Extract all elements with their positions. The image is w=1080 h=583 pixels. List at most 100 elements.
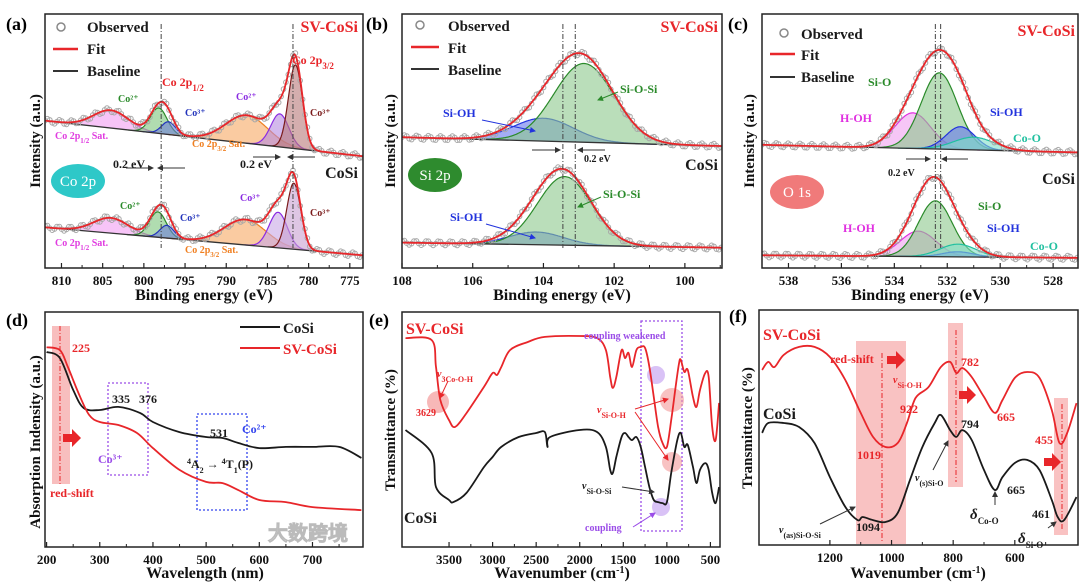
series-cosi: [402, 164, 722, 253]
series-cosi: [45, 167, 363, 260]
observed-point: [166, 107, 172, 113]
x-tick-label: 805: [93, 273, 113, 288]
peak-1094: 1094: [856, 520, 880, 534]
panel-d-plot: 200 300 400 500 600 700: [37, 311, 364, 567]
label-nu-sioh: νSi-O-H: [597, 405, 627, 420]
panel-label: (e): [369, 310, 389, 331]
label-sio-lower: Si-O: [978, 199, 1001, 213]
legend-fit: Fit: [87, 42, 105, 58]
arrow-sioh: [634, 411, 669, 461]
peak-531: 531: [210, 426, 228, 440]
label-sat32-upper: Co 2p3/2 Sat.: [192, 139, 246, 153]
label-sat12-upper: Co 2p1/2 Sat.: [55, 131, 109, 145]
component-fill-co2-: [246, 113, 314, 151]
peak-225: 225: [72, 341, 90, 355]
observed-point: [275, 196, 282, 203]
sample-label-cosi: CoSi: [404, 510, 437, 527]
panel-a-annotations: (a) Observed Fit Baseline SV-CoSi CoSi C…: [6, 14, 359, 304]
panel-b-plot: 108 106 104 102 100: [392, 13, 723, 288]
series-sv-cosi: [402, 48, 722, 151]
plot-area: [45, 24, 363, 260]
observed-point: [974, 242, 981, 249]
fit-line: [402, 167, 722, 249]
label-sioh-upper: Si-OH: [990, 105, 1023, 119]
panel-d-annotations: (d) CoSi SV-CoSi 225 335 376 531 Co²⁺ Co…: [6, 310, 348, 582]
panel-e-annotations: (e) SV-CoSi CoSi ν3Co-O-H 3629 νSi-O-H ν…: [369, 310, 669, 582]
arrow-nu-s: [932, 440, 949, 471]
x-tick-label: 108: [392, 273, 412, 288]
red-shift-arrow-icon: [959, 386, 976, 404]
arrow-delta-sio: [1047, 521, 1057, 529]
series-sv-cosi: [45, 50, 363, 161]
x-tick-label: 3500: [436, 552, 462, 567]
observed-point: [524, 105, 530, 112]
series-line-cosi: [761, 413, 1078, 524]
label-hoh-upper: H-OH: [840, 111, 873, 125]
observed-point: [509, 221, 516, 227]
sample-label-cosi: CoSi: [1042, 171, 1075, 188]
label-sioh-upper: Si-OH: [443, 106, 476, 120]
plot-area: [402, 24, 722, 253]
legend-svcosi: SV-CoSi: [283, 342, 337, 358]
panel-c-plot: 538 536 534 532 530 528: [761, 13, 1079, 288]
label-nu-coh: ν3Co-O-H: [437, 369, 474, 384]
x-tick-label: 106: [463, 273, 483, 288]
x-tick-label: 500: [196, 552, 216, 567]
band-455: [1054, 398, 1068, 535]
observed-point: [605, 224, 612, 230]
arrow-coh: [439, 380, 449, 399]
observed-point: [500, 125, 506, 132]
x-tick-label: 500: [701, 552, 721, 567]
peak-376: 376: [139, 392, 157, 406]
plot-area: [762, 24, 1078, 263]
x-axis-label: Binding energy (eV): [493, 287, 631, 304]
fit-line: [762, 49, 1078, 154]
label-nu-siosi: νSi-O-Si: [582, 481, 612, 496]
series-line-cosi: [46, 351, 362, 459]
arrow-siosi: [577, 196, 602, 208]
sample-label-cosi: CoSi: [763, 406, 796, 423]
label-red-shift: red-shift: [830, 352, 874, 366]
legend-observed: Observed: [87, 20, 149, 36]
observed-point: [993, 139, 1000, 145]
label-sio-upper: Si-O: [868, 75, 891, 89]
label-transition: 4A2 → 4T1(P): [187, 457, 253, 475]
x-tick-label: 795: [175, 273, 195, 288]
sample-label-cosi: CoSi: [685, 157, 718, 174]
sample-label-cosi: CoSi: [325, 165, 358, 182]
peak-455: 455: [1035, 433, 1053, 447]
component-fill-co2-: [126, 211, 189, 240]
label-siosi-upper: Si-O-Si: [620, 82, 658, 96]
badge-si2p: [408, 158, 462, 192]
label-sat12-lower: Co 2p1/2 Sat.: [55, 238, 109, 252]
legend-observed: Observed: [448, 19, 510, 35]
legend-observed-marker: [779, 28, 789, 38]
fit-line: [45, 170, 363, 257]
panel-f-annotations: (f) SV-CoSi CoSi red-shift νSi-O-H 922 7…: [729, 306, 1061, 582]
red-shift-arrow-icon: [887, 351, 905, 369]
coupling-box: [640, 320, 683, 532]
panel-d-highlights: [52, 326, 248, 511]
observed-point: [951, 202, 957, 209]
component-fill-si-o-si: [463, 176, 666, 247]
peak-335: 335: [112, 392, 130, 406]
highlight-sioh-1: [660, 388, 684, 412]
y-axis-label: Absorption Indensity (a.u.): [28, 355, 44, 528]
peak-1019: 1019: [857, 448, 881, 462]
arrow-coupling: [632, 512, 656, 528]
y-axis-label: Intensity (a.u.): [742, 94, 758, 188]
series-line-sv-cosi: [761, 344, 1078, 449]
badge-label: O 1s: [783, 185, 811, 201]
observed-point: [476, 240, 482, 247]
label-red-shift: red-shift: [50, 486, 94, 500]
observed-point: [929, 51, 936, 57]
sample-label-sv: SV-CoSi: [301, 19, 359, 36]
label-siosi-lower: Si-O-Si: [603, 187, 641, 201]
x-tick-label: 775: [340, 273, 360, 288]
chart-marks: 810 805 800 795 790 785 780 775 108 106 104 102 100 5…: [37, 13, 1079, 567]
x-axis-label: Wavenumber (cm-1): [850, 565, 986, 583]
label-co3b-lower: Co³⁺: [240, 193, 261, 204]
observed-point: [939, 180, 945, 186]
x-tick-label: 534: [885, 273, 905, 288]
red-shift-arrow-icon: [63, 429, 81, 447]
